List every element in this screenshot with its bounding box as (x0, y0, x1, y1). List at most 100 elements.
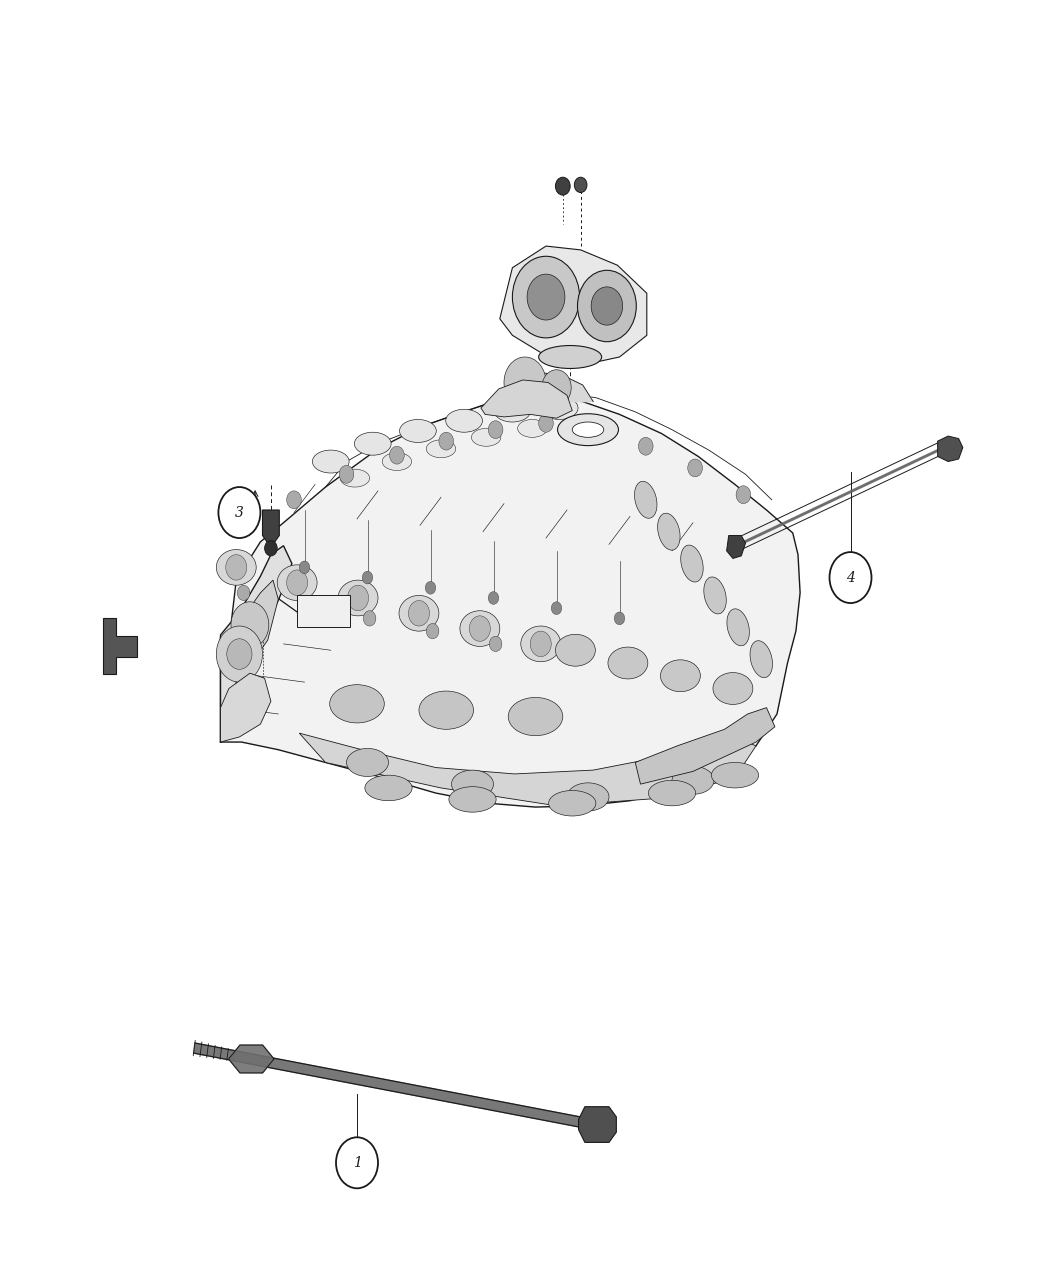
Circle shape (830, 552, 871, 603)
Ellipse shape (712, 762, 758, 788)
Ellipse shape (572, 422, 604, 437)
Ellipse shape (563, 418, 592, 436)
Ellipse shape (657, 513, 680, 551)
Polygon shape (220, 673, 271, 742)
Ellipse shape (518, 419, 547, 437)
Circle shape (512, 256, 580, 338)
Polygon shape (938, 436, 963, 462)
Polygon shape (494, 372, 593, 402)
Ellipse shape (634, 481, 657, 519)
Ellipse shape (399, 595, 439, 631)
Polygon shape (103, 618, 136, 674)
Circle shape (348, 585, 369, 611)
Circle shape (265, 541, 277, 556)
Circle shape (216, 626, 262, 682)
Ellipse shape (713, 673, 753, 704)
Circle shape (390, 446, 404, 464)
Polygon shape (220, 395, 800, 807)
Polygon shape (229, 580, 278, 669)
Ellipse shape (313, 450, 349, 473)
Polygon shape (220, 546, 292, 742)
Polygon shape (229, 1046, 274, 1072)
Ellipse shape (542, 397, 578, 419)
Ellipse shape (494, 399, 530, 422)
Circle shape (237, 585, 250, 601)
Ellipse shape (355, 432, 391, 455)
Ellipse shape (338, 580, 378, 616)
Text: 3: 3 (235, 506, 244, 519)
Circle shape (542, 370, 571, 405)
Ellipse shape (508, 697, 563, 736)
Circle shape (551, 602, 562, 615)
Circle shape (530, 631, 551, 657)
Circle shape (425, 581, 436, 594)
Ellipse shape (471, 428, 501, 446)
Circle shape (688, 459, 702, 477)
Ellipse shape (399, 419, 437, 442)
Circle shape (591, 287, 623, 325)
Ellipse shape (216, 550, 256, 585)
Polygon shape (299, 733, 756, 806)
Ellipse shape (382, 453, 412, 470)
Circle shape (555, 177, 570, 195)
Polygon shape (481, 380, 572, 418)
Circle shape (287, 491, 301, 509)
Ellipse shape (340, 469, 370, 487)
Circle shape (299, 561, 310, 574)
Circle shape (218, 487, 260, 538)
Ellipse shape (426, 440, 456, 458)
Ellipse shape (539, 346, 602, 368)
Ellipse shape (277, 565, 317, 601)
Polygon shape (193, 1043, 594, 1130)
Text: 4: 4 (846, 571, 855, 584)
Circle shape (426, 623, 439, 639)
Circle shape (489, 636, 502, 652)
Ellipse shape (704, 576, 727, 615)
Circle shape (469, 616, 490, 641)
Circle shape (287, 570, 308, 595)
Ellipse shape (680, 544, 704, 583)
Text: 1: 1 (353, 1156, 361, 1169)
Circle shape (589, 422, 604, 440)
Circle shape (363, 611, 376, 626)
Circle shape (231, 602, 269, 648)
Circle shape (488, 592, 499, 604)
Ellipse shape (660, 660, 700, 691)
Ellipse shape (460, 611, 500, 646)
Circle shape (408, 601, 429, 626)
Ellipse shape (555, 635, 595, 666)
Polygon shape (727, 536, 745, 558)
Circle shape (574, 177, 587, 193)
Polygon shape (579, 1107, 616, 1142)
Ellipse shape (548, 790, 596, 816)
Ellipse shape (558, 413, 618, 446)
Circle shape (488, 421, 503, 439)
Ellipse shape (449, 787, 496, 812)
Ellipse shape (419, 691, 474, 729)
Circle shape (439, 432, 454, 450)
Circle shape (578, 270, 636, 342)
Circle shape (614, 612, 625, 625)
Ellipse shape (567, 783, 609, 811)
Polygon shape (500, 246, 647, 365)
Circle shape (362, 571, 373, 584)
Ellipse shape (446, 409, 483, 432)
Ellipse shape (330, 685, 384, 723)
Circle shape (339, 465, 354, 483)
Circle shape (527, 274, 565, 320)
Circle shape (227, 639, 252, 669)
Ellipse shape (608, 648, 648, 678)
Polygon shape (297, 595, 350, 627)
Ellipse shape (727, 608, 750, 646)
Circle shape (504, 357, 546, 408)
Circle shape (539, 414, 553, 432)
Polygon shape (635, 708, 775, 784)
Circle shape (336, 1137, 378, 1188)
Ellipse shape (521, 626, 561, 662)
Polygon shape (262, 510, 279, 544)
Ellipse shape (750, 640, 773, 678)
Ellipse shape (452, 770, 494, 798)
Circle shape (300, 598, 313, 613)
Ellipse shape (672, 766, 714, 794)
Circle shape (736, 486, 751, 504)
